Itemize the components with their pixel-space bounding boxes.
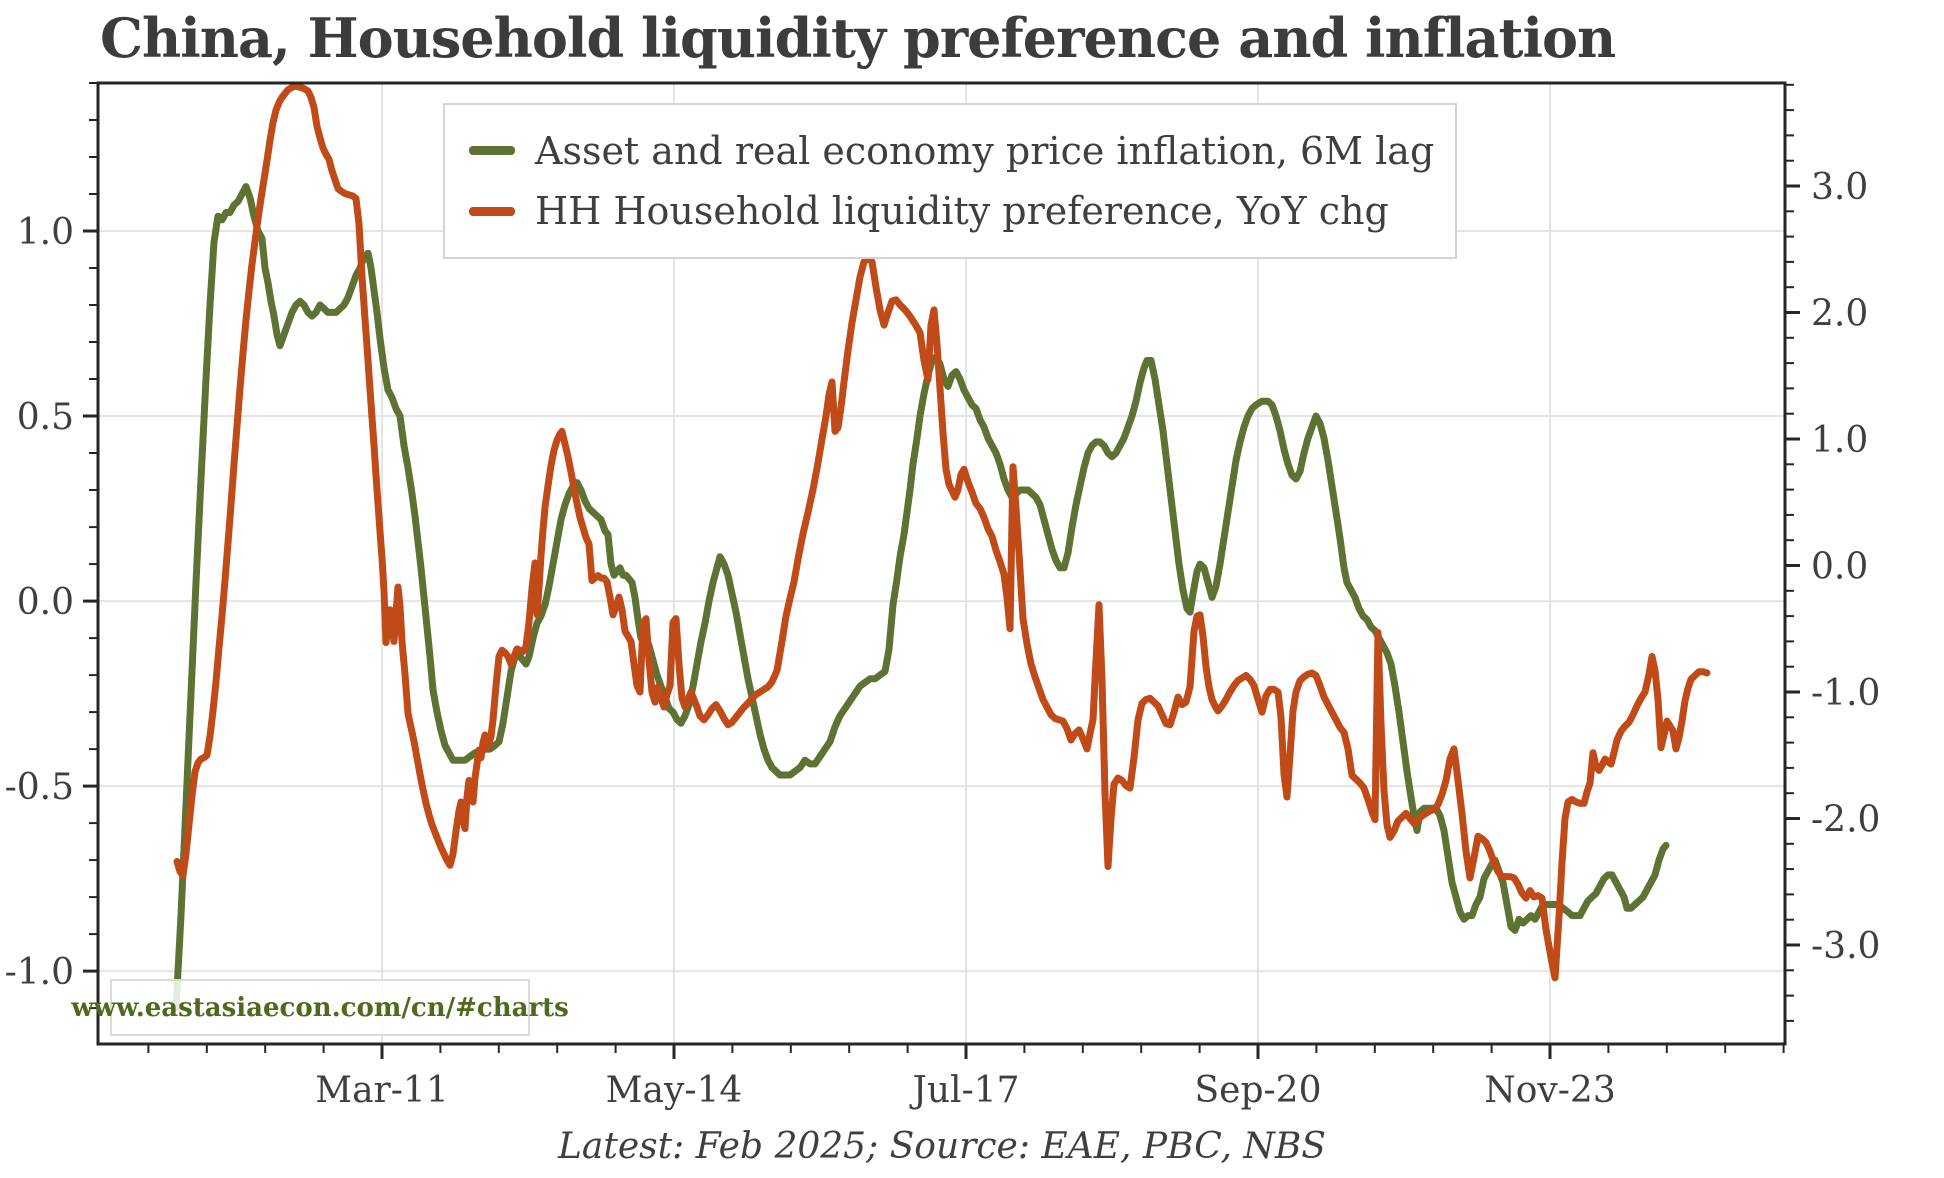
svg-text:3.0: 3.0 [1811, 167, 1868, 208]
watermark-link[interactable]: www.eastasiaecon.com/cn/#charts [71, 992, 569, 1023]
svg-text:May-14: May-14 [606, 1070, 743, 1111]
watermark-box: www.eastasiaecon.com/cn/#charts [71, 979, 569, 1036]
svg-text:-0.5: -0.5 [5, 767, 74, 808]
svg-text:Nov-23: Nov-23 [1484, 1070, 1615, 1111]
page-title: China, Household liquidity preference an… [100, 6, 1616, 70]
legend-item-label: HH Household liquidity preference, YoY c… [535, 189, 1389, 234]
legend: Asset and real economy price inflation, … [443, 103, 1457, 259]
svg-text:0.5: 0.5 [17, 397, 74, 438]
svg-text:-1.0: -1.0 [5, 952, 74, 993]
series-lines [172, 82, 1711, 1012]
chart-caption: Latest: Feb 2025; Source: EAE, PBC, NBS [558, 1126, 1326, 1167]
axes-and-ticks [83, 81, 1800, 1059]
svg-text:-3.0: -3.0 [1811, 926, 1880, 967]
legend-line-swatch-green-icon [469, 146, 515, 156]
svg-text:0.0: 0.0 [1811, 547, 1868, 588]
svg-text:1.0: 1.0 [17, 212, 74, 253]
svg-text:-2.0: -2.0 [1811, 800, 1880, 841]
series-line-1 [173, 82, 1711, 982]
legend-item-label: Asset and real economy price inflation, … [535, 128, 1435, 173]
legend-line-swatch-red-icon [469, 206, 515, 216]
svg-text:2.0: 2.0 [1811, 294, 1868, 335]
axis-tick-labels: Mar-11 May-14 Jul-17 Sep-20 Nov-23 1.0 0.5 0.0 -… [5, 167, 1881, 1111]
legend-item: Asset and real economy price inflation, … [469, 132, 1455, 170]
svg-text:Sep-20: Sep-20 [1195, 1070, 1322, 1111]
svg-text:Mar-11: Mar-11 [315, 1070, 449, 1111]
svg-text:1.0: 1.0 [1811, 420, 1868, 461]
svg-text:0.0: 0.0 [17, 582, 74, 623]
legend-item: HH Household liquidity preference, YoY c… [469, 192, 1455, 230]
svg-text:-1.0: -1.0 [1811, 673, 1880, 714]
svg-text:Jul-17: Jul-17 [908, 1070, 1019, 1111]
